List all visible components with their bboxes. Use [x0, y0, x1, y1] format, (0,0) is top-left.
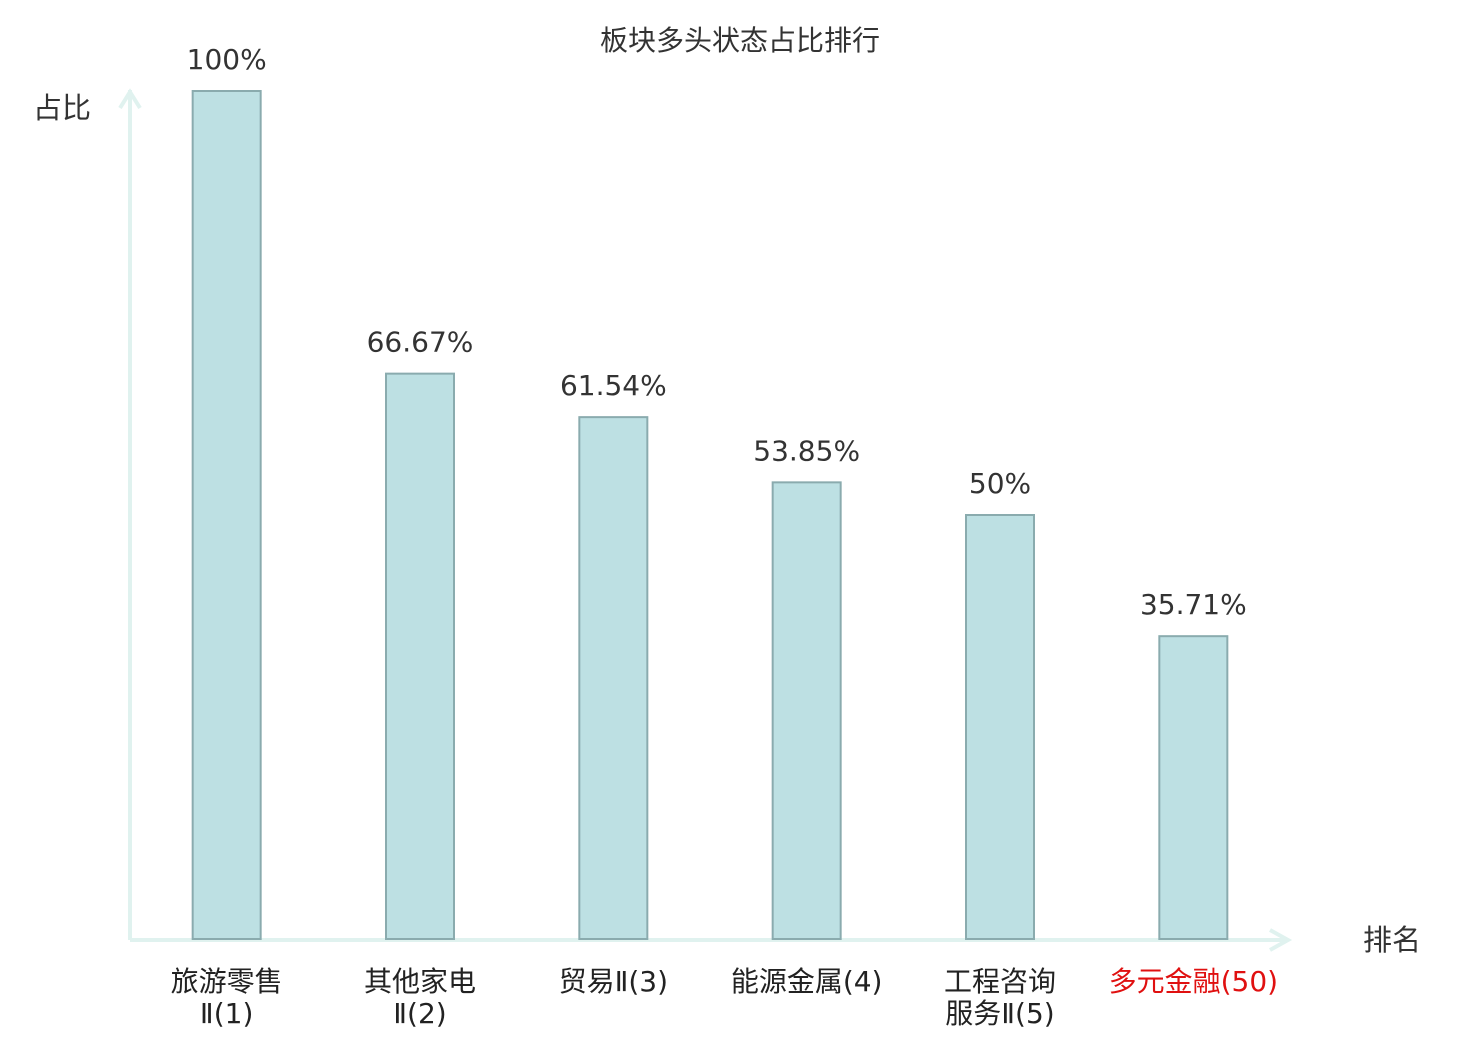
- x-tick-label: 多元金融(50): [1108, 965, 1279, 998]
- x-axis-label: 排名: [1363, 923, 1421, 957]
- x-tick-label: 工程咨询 服务Ⅱ(5): [943, 965, 1056, 1030]
- x-tick-label: 旅游零售 Ⅱ(1): [170, 965, 283, 1030]
- value-label: 53.85%: [753, 434, 860, 467]
- value-label: 35.71%: [1140, 588, 1247, 621]
- x-tick-label: 其他家电 Ⅱ(2): [363, 965, 476, 1030]
- bar: [771, 481, 842, 940]
- bar: [191, 90, 262, 940]
- bar: [1158, 635, 1229, 940]
- bar: [578, 416, 649, 940]
- value-label: 50%: [969, 467, 1031, 500]
- y-arrow: [118, 88, 142, 110]
- x-tick-label: 能源金属(4): [730, 965, 883, 998]
- chart-title: 板块多头状态占比排行: [600, 24, 880, 57]
- x-arrow: [1269, 928, 1293, 952]
- value-label: 100%: [187, 43, 267, 76]
- value-label: 61.54%: [560, 369, 667, 402]
- y-axis-label: 占比: [33, 91, 91, 125]
- bar: [385, 372, 455, 940]
- value-label: 66.67%: [367, 326, 474, 359]
- x-tick-label: 贸易Ⅱ(3): [558, 965, 669, 998]
- bar: [965, 514, 1035, 940]
- axes: [118, 88, 1293, 952]
